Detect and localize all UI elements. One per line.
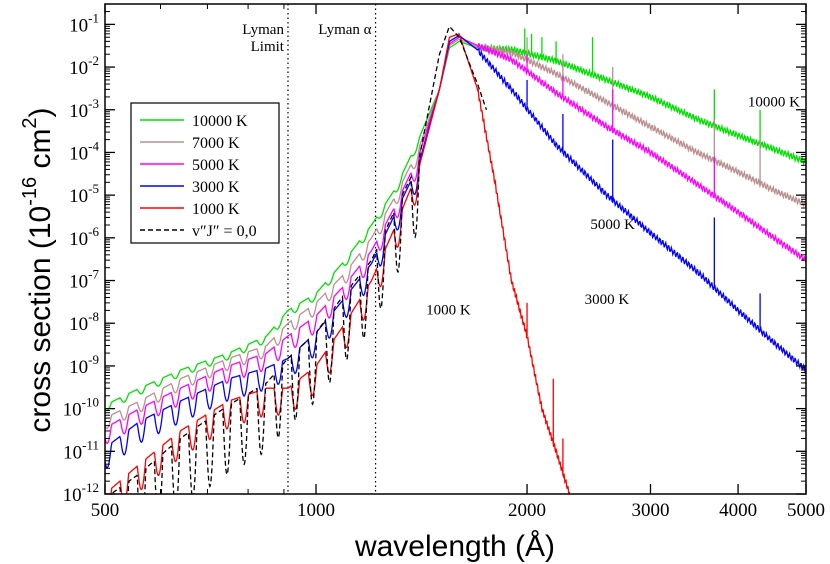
x-tick-label: 1000 [297,500,335,521]
y-axis-label-end: ) [24,107,57,117]
y-tick-label: 10-10 [63,395,99,421]
y-axis-label-mid: cm [24,129,57,177]
series-line [105,40,806,412]
legend-box [130,102,280,244]
y-axis-ticks: 10-12 10-11 10-10 10-9 10-8 10-7 10-6 10-5 10-4 1… [63,10,806,506]
x-tick-label: 500 [91,500,120,521]
y-tick-label: 10-12 [63,480,99,506]
y-tick-label: 10-8 [69,309,99,335]
y-axis-label: cross section (10-16 cm2) [19,107,57,432]
curve-annotation: 3000 K [585,292,630,308]
reference-line-label: Lyman [242,22,284,38]
y-tick-label: 10-6 [69,224,99,250]
series-line [105,36,806,445]
y-tick-label: 10-11 [63,437,99,463]
plot-frame [104,3,807,495]
y-tick-label: 10-5 [69,181,99,207]
x-tick-label: 3000 [631,500,669,521]
series-line [105,35,806,469]
x-tick-label: 5000 [787,500,825,521]
y-tick-label: 10-3 [69,96,99,122]
series-layer [105,25,806,494]
series-line [111,25,488,494]
legend-label: 1000 K [192,201,240,218]
x-tick-label: 2000 [508,500,546,521]
x-axis-ticks: 500 1000 2000 3000 4000 5000 [91,4,825,521]
reference-line-label: Limit [251,39,285,55]
y-tick-label: 10-1 [69,10,99,36]
y-axis-label-exp1: -16 [19,177,41,206]
legend-label: v″J″ = 0,0 [192,223,257,240]
legend-label: 5000 K [192,157,240,174]
legend-label: 3000 K [192,179,240,196]
annotations: 10000 K 5000 K 3000 K 1000 K [426,94,800,318]
y-axis-label-exp2: 2 [19,117,41,128]
curve-annotation: 5000 K [590,217,635,233]
y-tick-label: 10-7 [69,267,99,293]
legend-label: 7000 K [192,135,240,152]
x-axis-label: wavelength (Å) [354,530,555,563]
x-tick-label: 4000 [719,500,757,521]
series-line [110,33,571,494]
series-line [105,38,806,430]
legend: 10000 K 7000 K 5000 K 3000 K 1000 K v″J″ = 0,… [130,102,280,244]
legend-label: 10000 K [192,113,248,130]
curve-annotation: 1000 K [426,303,471,319]
curve-annotation: 10000 K [748,94,800,110]
y-tick-label: 10-9 [69,352,99,378]
y-tick-label: 10-4 [69,138,99,164]
y-tick-label: 10-2 [69,53,99,79]
reference-line-label: Lyman α [318,22,371,38]
y-axis-label-main: cross section (10 [24,206,57,433]
